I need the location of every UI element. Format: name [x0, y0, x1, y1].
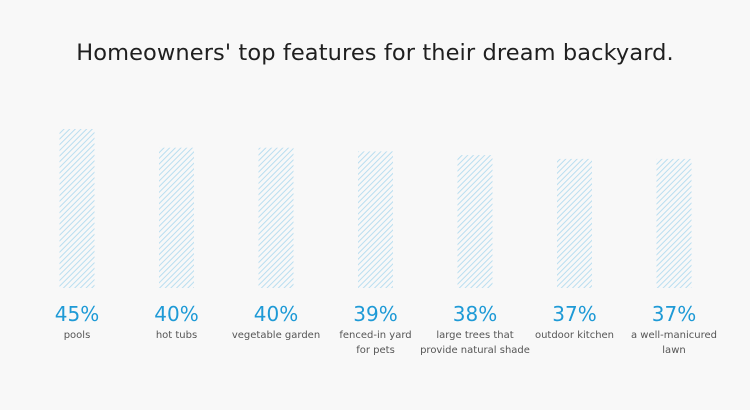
category-label-4: large trees that provide natural shade — [420, 330, 530, 356]
value-label-3: 39% — [353, 302, 398, 326]
value-label-4: 38% — [452, 302, 498, 326]
bar-5 — [557, 158, 592, 288]
value-label-1: 40% — [154, 302, 199, 326]
bar-label-group-1: 40% hot tubs — [117, 300, 237, 344]
category-label-1: hot tubs — [155, 330, 198, 341]
category-label-2: vegetable garden — [231, 330, 321, 341]
bar-label-group-3: 39% fenced-in yard for pets — [316, 300, 436, 358]
bar-label-group-6: 37% a well-manicured lawn — [614, 300, 734, 358]
bar-label-group-0: 45% pools — [17, 300, 137, 344]
bar-6 — [656, 158, 692, 288]
value-label-0: 45% — [54, 302, 100, 326]
bar-label-group-2: 40% vegetable garden — [216, 300, 336, 344]
value-label-2: 40% — [253, 302, 299, 326]
chart-title: Homeowners' top features for their dream… — [76, 40, 674, 66]
category-label-0: pools — [63, 330, 91, 341]
bar-label-group-5: 37% outdoor kitchen — [515, 300, 635, 344]
bar-label-group-4: 38% large trees that provide natural shad… — [415, 300, 535, 358]
bar-2 — [258, 147, 294, 288]
category-label-6: a well-manicured lawn — [630, 330, 717, 356]
category-label-3: fenced-in yard for pets — [339, 330, 412, 356]
bar-4 — [457, 155, 493, 288]
bar-1 — [159, 147, 194, 288]
value-label-6: 37% — [651, 302, 697, 326]
value-label-5: 37% — [552, 302, 597, 326]
category-label-5: outdoor kitchen — [534, 330, 615, 341]
bar-0 — [59, 129, 95, 288]
bar-3 — [358, 151, 393, 288]
